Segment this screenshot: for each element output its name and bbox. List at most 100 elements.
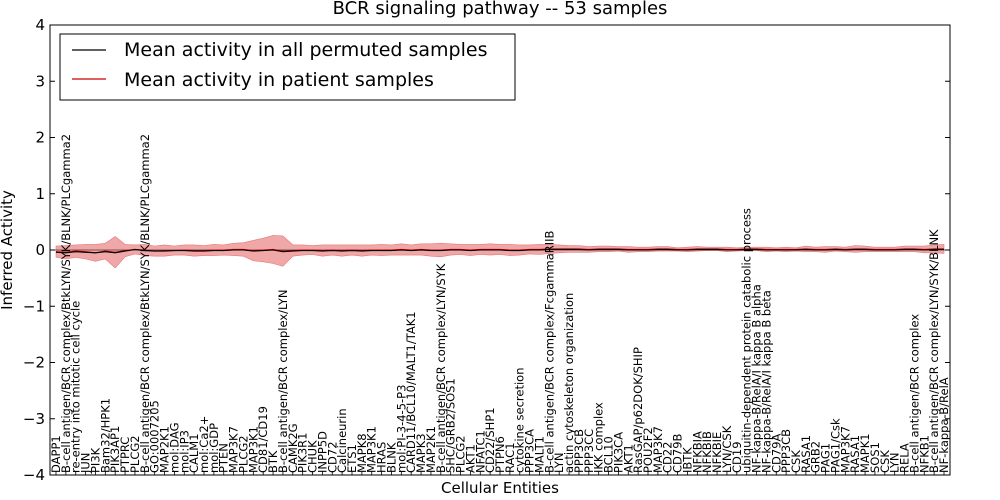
- entity-label: CD19: [730, 441, 744, 473]
- entity-label: PIK3R1: [296, 433, 310, 474]
- entity-label: RASA1: [799, 435, 813, 473]
- entity-label: RELA: [898, 443, 912, 473]
- entity-label: BTK: [266, 450, 280, 473]
- entity-label: PPP3CA: [523, 429, 537, 473]
- y-tick-label: 0: [35, 241, 45, 259]
- entity-label: JUN: [79, 453, 93, 474]
- entity-label: B-cell antigen/BCR complex/BtkLYN/SYK/BL…: [138, 134, 152, 473]
- entity-label: Calcineurin: [335, 408, 349, 473]
- entity-label: CHUK: [306, 440, 320, 473]
- entity-label: RASA1: [848, 435, 862, 473]
- entity-label: CAMK2G: [286, 423, 300, 473]
- entity-label: CSK: [789, 450, 803, 473]
- legend: Mean activity in all permuted samples Me…: [59, 33, 516, 101]
- y-tick-label: 2: [35, 129, 45, 147]
- entity-label: PI3K: [88, 447, 102, 473]
- legend-box: [59, 33, 516, 101]
- entity-label: MAPK8: [355, 433, 369, 473]
- entity-label: PPP3CB: [779, 429, 793, 473]
- entity-label: B-cell antigen/BCR complex/LYN/SYK/BLNK: [927, 229, 941, 473]
- entity-label: PLCG2: [454, 435, 468, 473]
- entity-label: B-cell antigen/BCR complex/LYN/SYK: [434, 263, 448, 473]
- entity-label: SHC/GRB2/SOS1: [444, 378, 458, 473]
- entity-label: mol:PI-3-4-5-P3: [394, 385, 408, 473]
- entity-label: CARD11/BCL10/MALT1/TAK1: [404, 311, 418, 473]
- patient-spread-band: [55, 235, 945, 269]
- entity-label: mol:GDP: [207, 423, 221, 473]
- entity-label: CD22: [661, 441, 675, 473]
- entity-label: mol:IP3: [177, 430, 191, 473]
- entity-label: mol:Ca2+: [197, 416, 211, 473]
- entity-label: RAC1: [503, 442, 517, 473]
- entity-label: MAP3K1: [246, 426, 260, 473]
- entity-label: MALT1: [532, 436, 546, 473]
- entity-label: AKT1: [621, 444, 635, 473]
- entity-label: PIK3CA: [611, 432, 625, 473]
- x-axis-label: Cellular Entities: [441, 479, 559, 497]
- chart-title: BCR signaling pathway -- 53 samples: [333, 0, 668, 19]
- entity-label: PAG1: [819, 443, 833, 473]
- entity-label: LYN: [888, 452, 902, 473]
- y-tick-layer: −4 −3 −2 −1 0 1 2 3 4: [23, 16, 950, 484]
- y-tick-label: −1: [23, 297, 45, 315]
- entity-label: IBTK: [680, 447, 694, 473]
- entity-label: Bam32/HPK1: [98, 398, 112, 473]
- entity-label: GO:0007205: [148, 400, 162, 473]
- entity-label: MAP2K1: [158, 426, 172, 473]
- entity-label: B-cell antigen/BCR complex/LYN: [276, 289, 290, 473]
- entity-label: LYN: [552, 452, 566, 473]
- entity-label: IKK complex: [592, 402, 606, 473]
- y-axis-label: Inferred Activity: [0, 190, 16, 310]
- entity-label: NF-kappa-B/RelA/I kappa B beta: [759, 290, 773, 473]
- entity-label: PTEN: [217, 443, 231, 473]
- entity-label: PTPRC: [118, 437, 132, 473]
- entity-label: MAP3K7: [838, 426, 852, 473]
- entity-label: PAG1/Csk: [828, 418, 842, 473]
- entity-label: B-cell antigen/BCR complex/FcgammaRIIB: [542, 230, 556, 473]
- entity-label: POU2F2: [641, 427, 655, 473]
- entity-label: SOS1: [868, 442, 882, 473]
- y-tick-label: 1: [35, 185, 45, 203]
- entity-label: MAPK1: [858, 433, 872, 473]
- y-tick-label: 3: [35, 72, 45, 90]
- entity-label: BCL10: [602, 436, 616, 473]
- mean-lines-layer: [55, 248, 944, 254]
- legend-entry-patient: Mean activity in patient samples: [124, 69, 434, 91]
- y-tick-label: −3: [23, 410, 45, 428]
- y-tick-label: −4: [23, 466, 45, 484]
- entity-label: PLCG2: [128, 435, 142, 473]
- entity-label: actin cytoskeleton organization: [562, 293, 576, 473]
- series-line-permuted: [55, 248, 944, 254]
- entity-label: MAP3K7: [227, 426, 241, 473]
- y-tick-label: −2: [23, 354, 45, 372]
- patient-spread-band-layer: [55, 235, 945, 269]
- y-tick-label: 4: [35, 16, 45, 34]
- entity-label: NFKB1: [917, 435, 931, 473]
- entity-label: NF-kappa-B/RelA/I kappa B alpha: [750, 284, 764, 473]
- entity-label: GRB2: [809, 441, 823, 473]
- entity-label: re-entry into mitotic cell cycle: [69, 301, 83, 473]
- entity-label: B-cell antigen/BCR complex: [907, 314, 921, 473]
- entity-label: NFATC1: [473, 430, 487, 473]
- entity-label: PTPN6: [493, 436, 507, 473]
- entity-label: CD79A: [769, 433, 783, 473]
- entity-label: AKT1: [463, 444, 477, 473]
- entity-label: cytokine secretion: [513, 367, 527, 473]
- entity-label: CD79B: [671, 433, 685, 473]
- entity-label: CD72: [325, 441, 339, 473]
- entity-label: HRAS: [375, 442, 389, 473]
- entity-label: NFKBIA: [690, 431, 704, 473]
- entity-label: MAP3K7: [651, 426, 665, 473]
- entity-label: ETS1: [345, 444, 359, 473]
- entity-label: LYN/CSK: [720, 425, 734, 473]
- entity-label: RasGAP/p62DOK/SHIP: [631, 347, 645, 473]
- entity-label: MAP3K1: [365, 426, 379, 473]
- entity-label: CSK: [878, 450, 892, 473]
- entity-label: NF-kappa-B/RelA: [937, 377, 951, 473]
- entity-label: BLNK: [384, 442, 398, 473]
- entity-label: NFKBIB: [700, 431, 714, 473]
- entity-label: MAPK3: [414, 433, 428, 473]
- legend-entry-permuted: Mean activity in all permuted samples: [124, 39, 487, 61]
